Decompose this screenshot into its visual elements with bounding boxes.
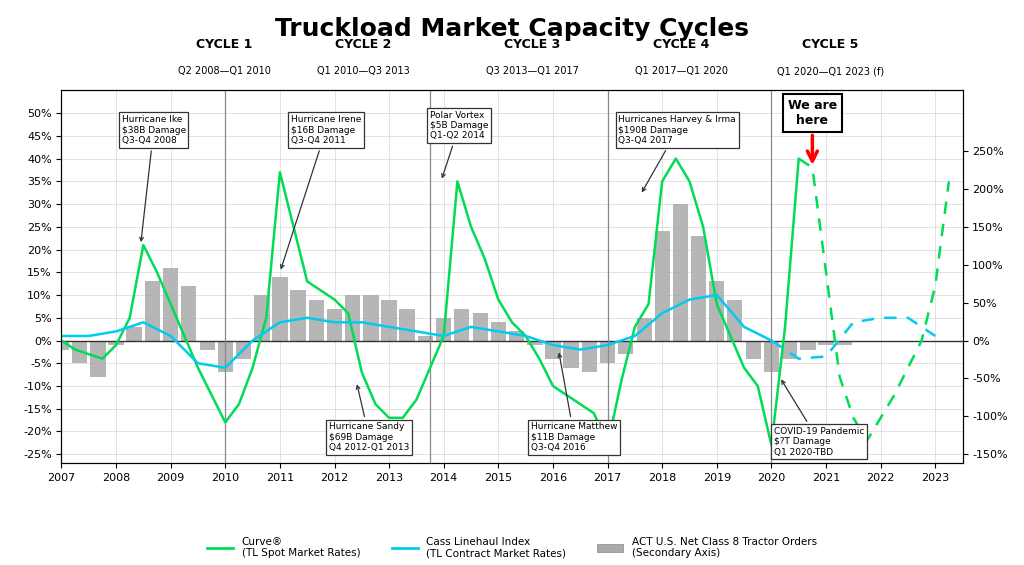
Bar	[600, 341, 615, 363]
Text: CYCLE 2: CYCLE 2	[336, 38, 392, 51]
Bar	[509, 332, 524, 341]
Bar	[399, 308, 415, 341]
Bar	[727, 299, 742, 341]
Bar	[781, 341, 797, 359]
Text: Q2 2008—Q1 2010: Q2 2008—Q1 2010	[178, 66, 270, 76]
Text: Polar Vortex
$5B Damage
Q1-Q2 2014: Polar Vortex $5B Damage Q1-Q2 2014	[430, 111, 488, 177]
Bar	[109, 341, 124, 345]
Text: CYCLE 5: CYCLE 5	[802, 38, 858, 51]
Bar	[309, 299, 325, 341]
Bar	[654, 232, 670, 341]
Bar	[126, 327, 141, 341]
Bar	[473, 313, 488, 341]
Text: Q1 2010—Q3 2013: Q1 2010—Q3 2013	[317, 66, 410, 76]
Bar	[90, 341, 105, 377]
Text: CYCLE 1: CYCLE 1	[196, 38, 252, 51]
Text: We are
here: We are here	[787, 99, 837, 161]
Bar	[327, 308, 342, 341]
Bar	[181, 286, 197, 341]
Text: Hurricane Ike
$38B Damage
Q3-Q4 2008: Hurricane Ike $38B Damage Q3-Q4 2008	[122, 115, 185, 241]
Bar	[691, 236, 707, 341]
Bar	[236, 341, 251, 359]
Bar	[745, 341, 761, 359]
Bar	[490, 322, 506, 341]
Bar	[801, 341, 816, 350]
Bar	[582, 341, 597, 372]
Bar	[563, 341, 579, 368]
Text: Hurricane Sandy
$69B Damage
Q4 2012-Q1 2013: Hurricane Sandy $69B Damage Q4 2012-Q1 2…	[329, 385, 410, 452]
Bar	[710, 281, 724, 341]
Bar	[617, 341, 633, 354]
Text: Hurricane Matthew
$11B Damage
Q3-Q4 2016: Hurricane Matthew $11B Damage Q3-Q4 2016	[531, 354, 617, 452]
Bar	[637, 318, 652, 341]
Text: Truckload Market Capacity Cycles: Truckload Market Capacity Cycles	[275, 17, 749, 41]
Bar	[218, 341, 232, 372]
Text: COVID-19 Pandemic
$?T Damage
Q1 2020-TBD: COVID-19 Pandemic $?T Damage Q1 2020-TBD	[774, 380, 864, 457]
Text: CYCLE 4: CYCLE 4	[653, 38, 710, 51]
Bar	[364, 295, 379, 341]
Bar	[290, 290, 305, 341]
Bar	[527, 341, 543, 345]
Bar	[837, 341, 852, 345]
Bar	[382, 299, 396, 341]
Bar	[345, 295, 360, 341]
Text: Q1 2017—Q1 2020: Q1 2017—Q1 2020	[635, 66, 728, 76]
Legend: Curve®
(TL Spot Market Rates), Cass Linehaul Index
(TL Contract Market Rates), A: Curve® (TL Spot Market Rates), Cass Line…	[203, 533, 821, 563]
Bar	[454, 308, 469, 341]
Bar	[272, 277, 288, 341]
Text: CYCLE 3: CYCLE 3	[504, 38, 560, 51]
Bar	[546, 341, 560, 359]
Bar	[418, 336, 433, 341]
Bar	[145, 281, 161, 341]
Bar	[436, 318, 452, 341]
Bar	[818, 341, 834, 345]
Bar	[163, 268, 178, 341]
Text: Q1 2020—Q1 2023 (f): Q1 2020—Q1 2023 (f)	[776, 66, 884, 76]
Bar	[72, 341, 87, 363]
Bar	[764, 341, 779, 372]
Bar	[200, 341, 215, 350]
Bar	[54, 341, 69, 350]
Bar	[673, 204, 688, 341]
Text: Q3 2013—Q1 2017: Q3 2013—Q1 2017	[485, 66, 579, 76]
Text: Hurricane Irene
$16B Damage
Q3-Q4 2011: Hurricane Irene $16B Damage Q3-Q4 2011	[281, 115, 361, 268]
Bar	[254, 295, 269, 341]
Text: Hurricanes Harvey & Irma
$190B Damage
Q3-Q4 2017: Hurricanes Harvey & Irma $190B Damage Q3…	[618, 115, 736, 192]
